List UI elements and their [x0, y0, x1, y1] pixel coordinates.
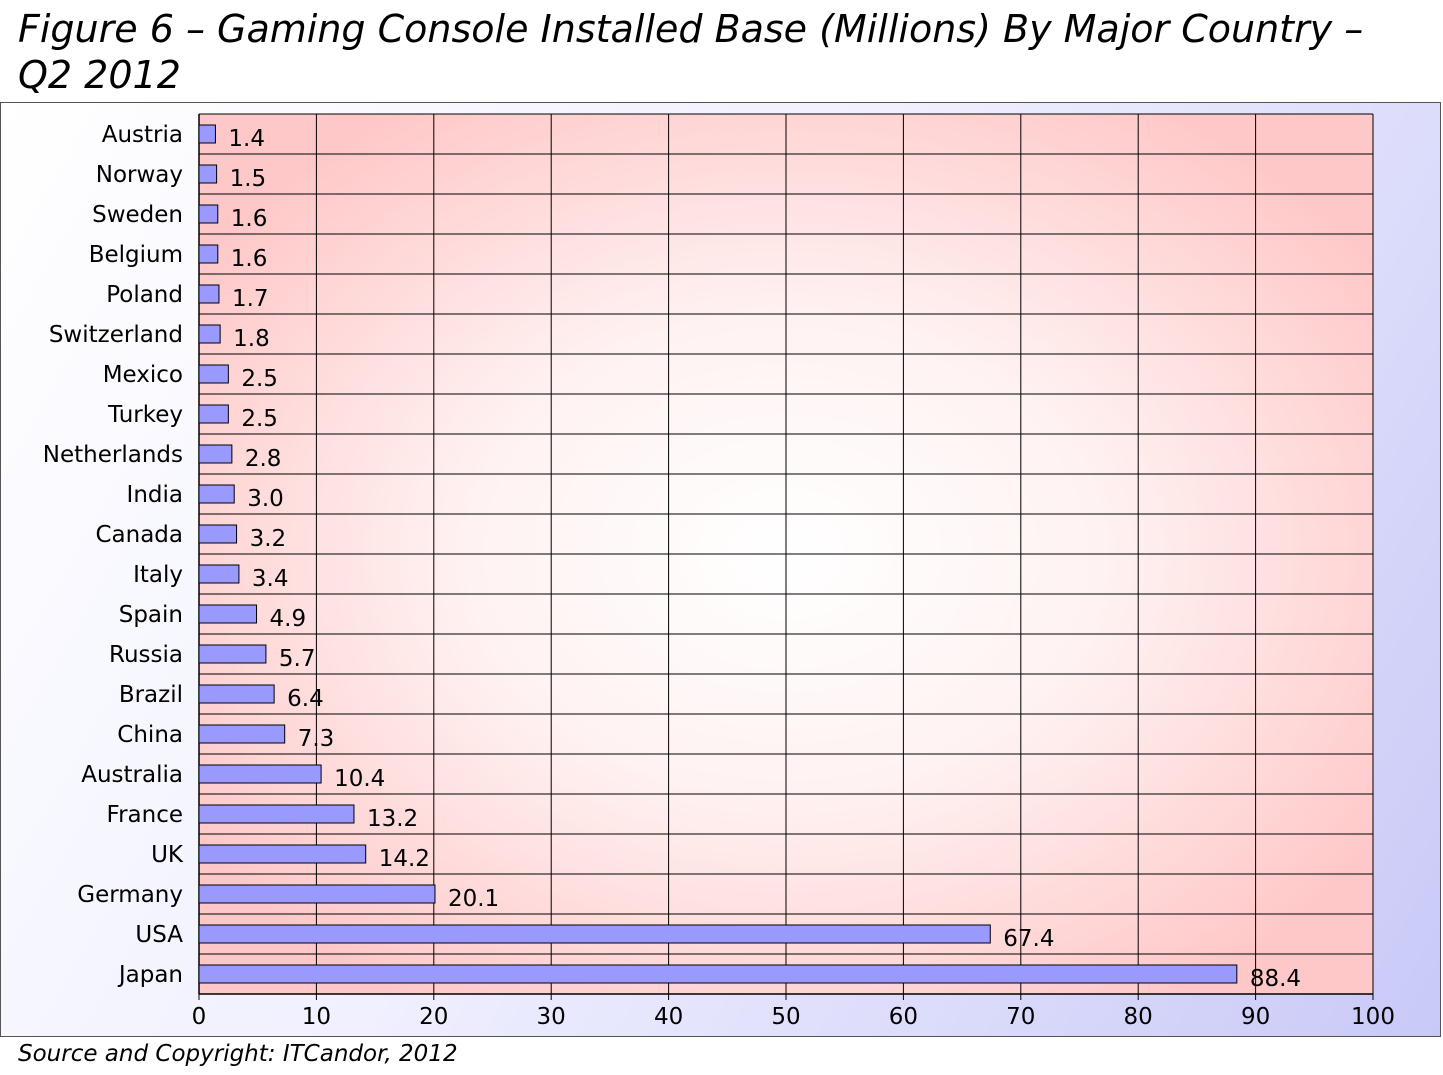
bar	[198, 644, 267, 664]
bar	[198, 964, 1238, 984]
value-label: 10.4	[334, 766, 385, 792]
category-label: Spain	[119, 602, 183, 628]
value-label: 6.4	[287, 686, 324, 712]
bar	[198, 684, 275, 704]
bar	[198, 884, 436, 904]
bar	[198, 484, 235, 504]
bar	[198, 444, 233, 464]
category-label: Netherlands	[43, 442, 183, 468]
bar	[198, 524, 238, 544]
value-label: 88.4	[1250, 966, 1301, 992]
category-label: Switzerland	[49, 322, 183, 348]
value-label: 1.4	[228, 126, 265, 152]
x-tick-label: 50	[771, 1004, 800, 1030]
category-label: Italy	[133, 562, 183, 588]
value-label: 20.1	[448, 886, 499, 912]
value-label: 1.5	[230, 166, 267, 192]
bar	[198, 364, 229, 384]
bar	[198, 804, 355, 824]
category-label: Norway	[96, 162, 183, 188]
source-note: Source and Copyright: ITCandor, 2012	[18, 1041, 458, 1067]
x-tick-label: 30	[537, 1004, 566, 1030]
category-label: Belgium	[89, 242, 183, 268]
category-label: Canada	[95, 522, 183, 548]
value-label: 3.0	[247, 486, 284, 512]
category-label: UK	[151, 842, 184, 868]
bar	[198, 764, 322, 784]
x-tick-label: 100	[1351, 1004, 1395, 1030]
value-label: 7.3	[298, 726, 335, 752]
bar	[198, 844, 367, 864]
bar	[198, 924, 991, 944]
category-label: Russia	[109, 642, 183, 668]
chart-title: Figure 6 – Gaming Console Installed Base…	[18, 7, 1364, 97]
value-label: 1.8	[233, 326, 270, 352]
value-label: 4.9	[270, 606, 307, 632]
category-label: Turkey	[107, 402, 183, 428]
value-label: 1.6	[231, 206, 268, 232]
value-label: 3.2	[250, 526, 287, 552]
value-label: 67.4	[1003, 926, 1054, 952]
category-label: Sweden	[92, 202, 183, 228]
grid	[198, 113, 1374, 1000]
category-label: Brazil	[119, 682, 183, 708]
x-tick-label: 10	[302, 1004, 331, 1030]
x-tick-label: 80	[1124, 1004, 1153, 1030]
category-label: Germany	[77, 882, 183, 908]
x-tick-label: 0	[192, 1004, 207, 1030]
category-label: Australia	[81, 762, 183, 788]
bar	[198, 604, 258, 624]
bar	[198, 124, 216, 144]
bar	[198, 324, 221, 344]
category-label: France	[107, 802, 183, 828]
value-label: 5.7	[279, 646, 316, 672]
x-tick-label: 90	[1241, 1004, 1270, 1030]
bar	[198, 404, 229, 424]
labels: 0 10 20 30 40 50 60 70 80 90 100 Austria 1.4 Norway 1.…	[43, 122, 1395, 1030]
value-label: 1.6	[231, 246, 268, 272]
bar	[198, 564, 240, 584]
value-label: 2.8	[245, 446, 282, 472]
category-label: Austria	[102, 122, 183, 148]
value-label: 13.2	[367, 806, 418, 832]
value-label: 2.5	[241, 406, 278, 432]
bar	[198, 724, 286, 744]
category-label: Japan	[117, 962, 183, 988]
bar	[198, 204, 219, 224]
bars	[198, 124, 1238, 984]
x-tick-label: 20	[419, 1004, 448, 1030]
category-label: Poland	[106, 282, 183, 308]
category-label: Mexico	[103, 362, 183, 388]
value-label: 14.2	[379, 846, 430, 872]
category-label: USA	[135, 922, 183, 948]
bar	[198, 164, 218, 184]
x-tick-label: 60	[889, 1004, 918, 1030]
category-label: India	[127, 482, 183, 508]
x-tick-label: 40	[654, 1004, 683, 1030]
value-label: 1.7	[232, 286, 269, 312]
category-label: China	[117, 722, 183, 748]
value-label: 2.5	[241, 366, 278, 392]
value-label: 3.4	[252, 566, 289, 592]
x-tick-label: 70	[1006, 1004, 1035, 1030]
bar	[198, 284, 220, 304]
bar	[198, 244, 219, 264]
